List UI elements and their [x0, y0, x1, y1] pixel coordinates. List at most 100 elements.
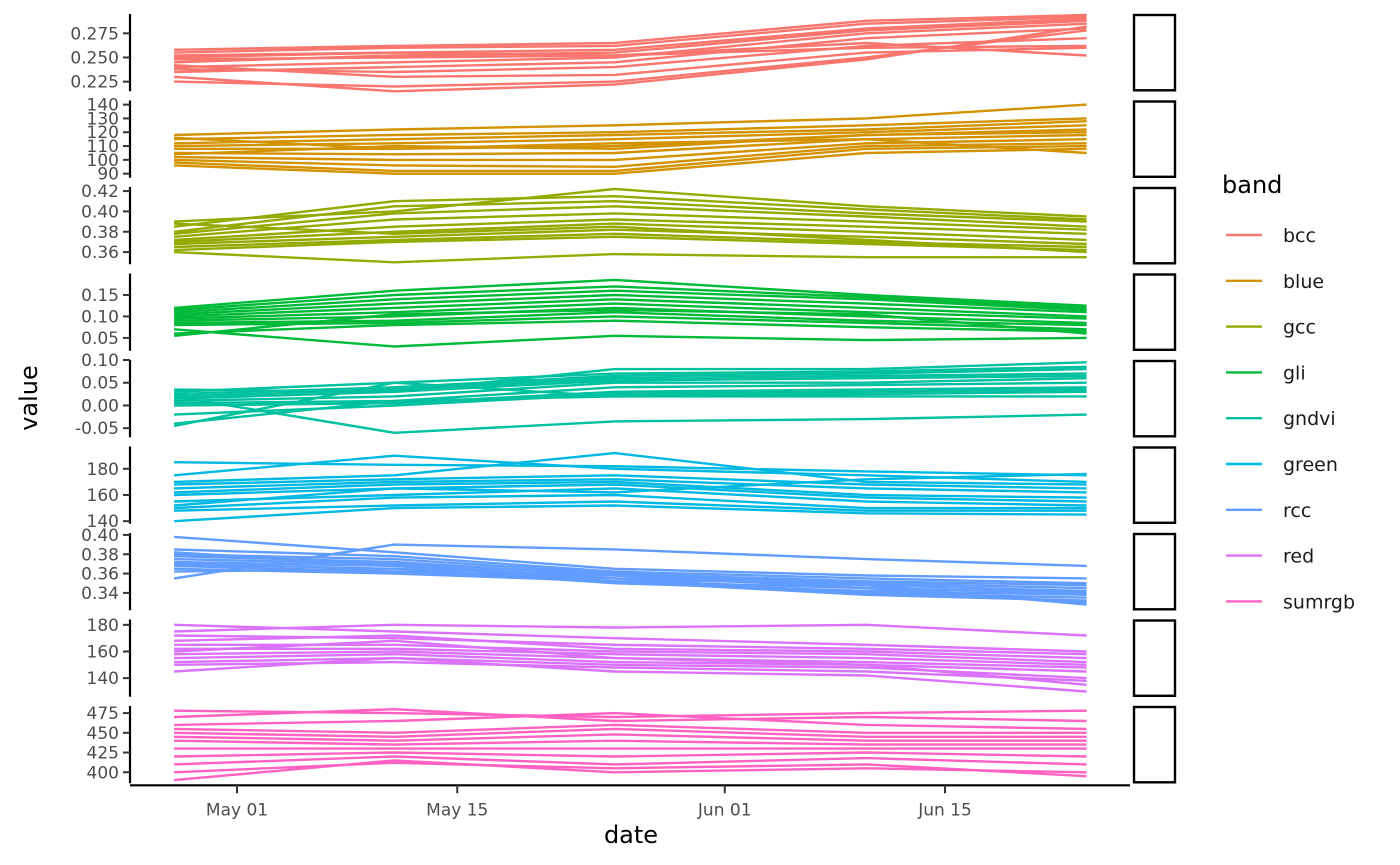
- x-tick-label: May 15: [426, 800, 488, 820]
- y-tick-label: 0.38: [81, 545, 119, 565]
- legend: band bcc blue gcc gli gndvi green rcc red sumrgb: [1222, 171, 1355, 613]
- rcc-series-line: [174, 535, 1087, 580]
- blue-series-line: [174, 120, 1087, 145]
- gcc-series-line: [174, 222, 1087, 244]
- y-tick-label: 140: [87, 512, 119, 532]
- y-tick-label: 180: [87, 460, 119, 480]
- gndvi-series-line: [173, 395, 1087, 434]
- blue-series-line: [174, 142, 1087, 169]
- green-series-line: [174, 483, 1087, 503]
- y-tick-label: 0.275: [70, 24, 119, 44]
- blue-series-line: [174, 133, 1087, 156]
- legend-label: rcc: [1283, 500, 1311, 522]
- y-tick-label: 0.00: [81, 396, 119, 416]
- rcc-series-line: [174, 548, 1087, 585]
- legend-item-gcc: gcc: [1226, 317, 1316, 339]
- sumrgb-series-line: [173, 759, 1087, 782]
- legend-item-rcc: rcc: [1226, 500, 1311, 522]
- blue-series-line: [174, 131, 1087, 156]
- legend-label: gcc: [1283, 317, 1316, 339]
- facet-strip-red: red: [1132, 619, 1177, 698]
- facet-strip-box: [1132, 100, 1177, 179]
- green-series-line: [174, 500, 1087, 512]
- rcc-series-line: [174, 567, 1087, 602]
- facet-strip-box: [1132, 13, 1177, 92]
- y-tick-label: 0.40: [81, 526, 119, 546]
- y-tick-label: 140: [87, 96, 119, 116]
- y-tick-label: 90: [97, 165, 119, 185]
- legend-item-sumrgb: sumrgb: [1226, 591, 1355, 613]
- y-tick-label: 110: [87, 137, 119, 157]
- panels: 0.2250.2500.275bcc90100110120130140blue0…: [70, 13, 1177, 784]
- facet-strip-gcc: gcc: [1132, 186, 1177, 265]
- gcc-series-line: [173, 205, 1087, 235]
- x-axis-title: date: [604, 821, 658, 849]
- gli-series-line: [174, 278, 1087, 310]
- red-series-line: [174, 656, 1087, 693]
- y-tick-label: 0.05: [81, 374, 119, 394]
- legend-item-red: red: [1226, 546, 1314, 568]
- legend-label: bcc: [1283, 225, 1316, 247]
- x-tick-label: Jun 01: [697, 800, 752, 820]
- gli-series-line: [174, 315, 1087, 331]
- y-tick-label: 0.40: [81, 202, 119, 222]
- y-tick-label: 0.10: [81, 351, 119, 371]
- panel-bcc: 0.225 0.250 0.275 bcc: [70, 13, 1177, 93]
- y-tick-label: 160: [87, 642, 119, 662]
- y-tick-label: 0.05: [81, 329, 119, 349]
- rcc-series-line: [173, 543, 1087, 580]
- facet-strip-gli: gli: [1132, 273, 1177, 352]
- legend-label: sumrgb: [1283, 591, 1355, 613]
- legend-label: red: [1283, 546, 1314, 568]
- y-tick-label: 0.36: [81, 243, 119, 263]
- sumrgb-series-line: [174, 751, 1087, 758]
- facet-strip-green: green: [1132, 446, 1177, 525]
- bcc-series-line: [174, 44, 1087, 57]
- y-tick-label: 450: [87, 724, 119, 744]
- red-series-line: [174, 647, 1087, 666]
- gndvi-series-line: [174, 367, 1087, 396]
- gli-series-line: [174, 302, 1087, 320]
- gcc-series-line: [174, 228, 1087, 246]
- y-tick-label: -0.05: [75, 419, 119, 439]
- rcc-series-line: [174, 551, 1087, 606]
- panel-gli: 0.050.100.15 gli: [81, 273, 1177, 352]
- facet-strip-box: [1132, 359, 1177, 438]
- red-series-line: [174, 639, 1087, 686]
- legend-item-blue: blue: [1226, 271, 1324, 293]
- gli-series-line: [174, 328, 1087, 348]
- facet-strip-bcc: bcc: [1132, 13, 1177, 92]
- green-series-line: [174, 493, 1087, 510]
- blue-series-line: [174, 138, 1087, 162]
- y-tick-label: 0.225: [70, 73, 119, 93]
- legend-label: green: [1283, 454, 1338, 476]
- sumrgb-series-line: [174, 711, 1087, 731]
- blue-series-line: [174, 103, 1087, 137]
- y-tick-label: 475: [87, 704, 119, 724]
- gndvi-series-line: [174, 365, 1087, 393]
- green-series-line: [174, 478, 1087, 494]
- facet-strip-box: [1132, 619, 1177, 698]
- blue-series-line: [174, 144, 1087, 173]
- gli-series-line: [174, 285, 1087, 312]
- legend-item-gli: gli: [1226, 362, 1306, 384]
- green-series-line: [174, 504, 1087, 523]
- bcc-series-line: [174, 22, 1087, 69]
- facet-strip-rcc: rcc: [1132, 532, 1177, 611]
- bcc-series-line: [174, 37, 1087, 74]
- sumrgb-series-line: [174, 733, 1087, 742]
- facet-strip-box: [1132, 446, 1177, 525]
- legend-item-bcc: bcc: [1226, 225, 1316, 247]
- panel-green: 140 160 180 green: [87, 446, 1177, 532]
- sumrgb-series-line: [174, 723, 1087, 734]
- gndvi-series-line: [174, 386, 1087, 407]
- facet-strip-box: [1132, 705, 1177, 784]
- green-series-line: [174, 480, 1087, 499]
- red-series-line: [174, 634, 1087, 660]
- bcc-series-line: [174, 15, 1087, 54]
- green-series-line: [174, 472, 1087, 507]
- x-tick-label: May 01: [206, 800, 268, 820]
- gli-series-line: [174, 306, 1087, 325]
- gndvi-series-line: [174, 372, 1087, 398]
